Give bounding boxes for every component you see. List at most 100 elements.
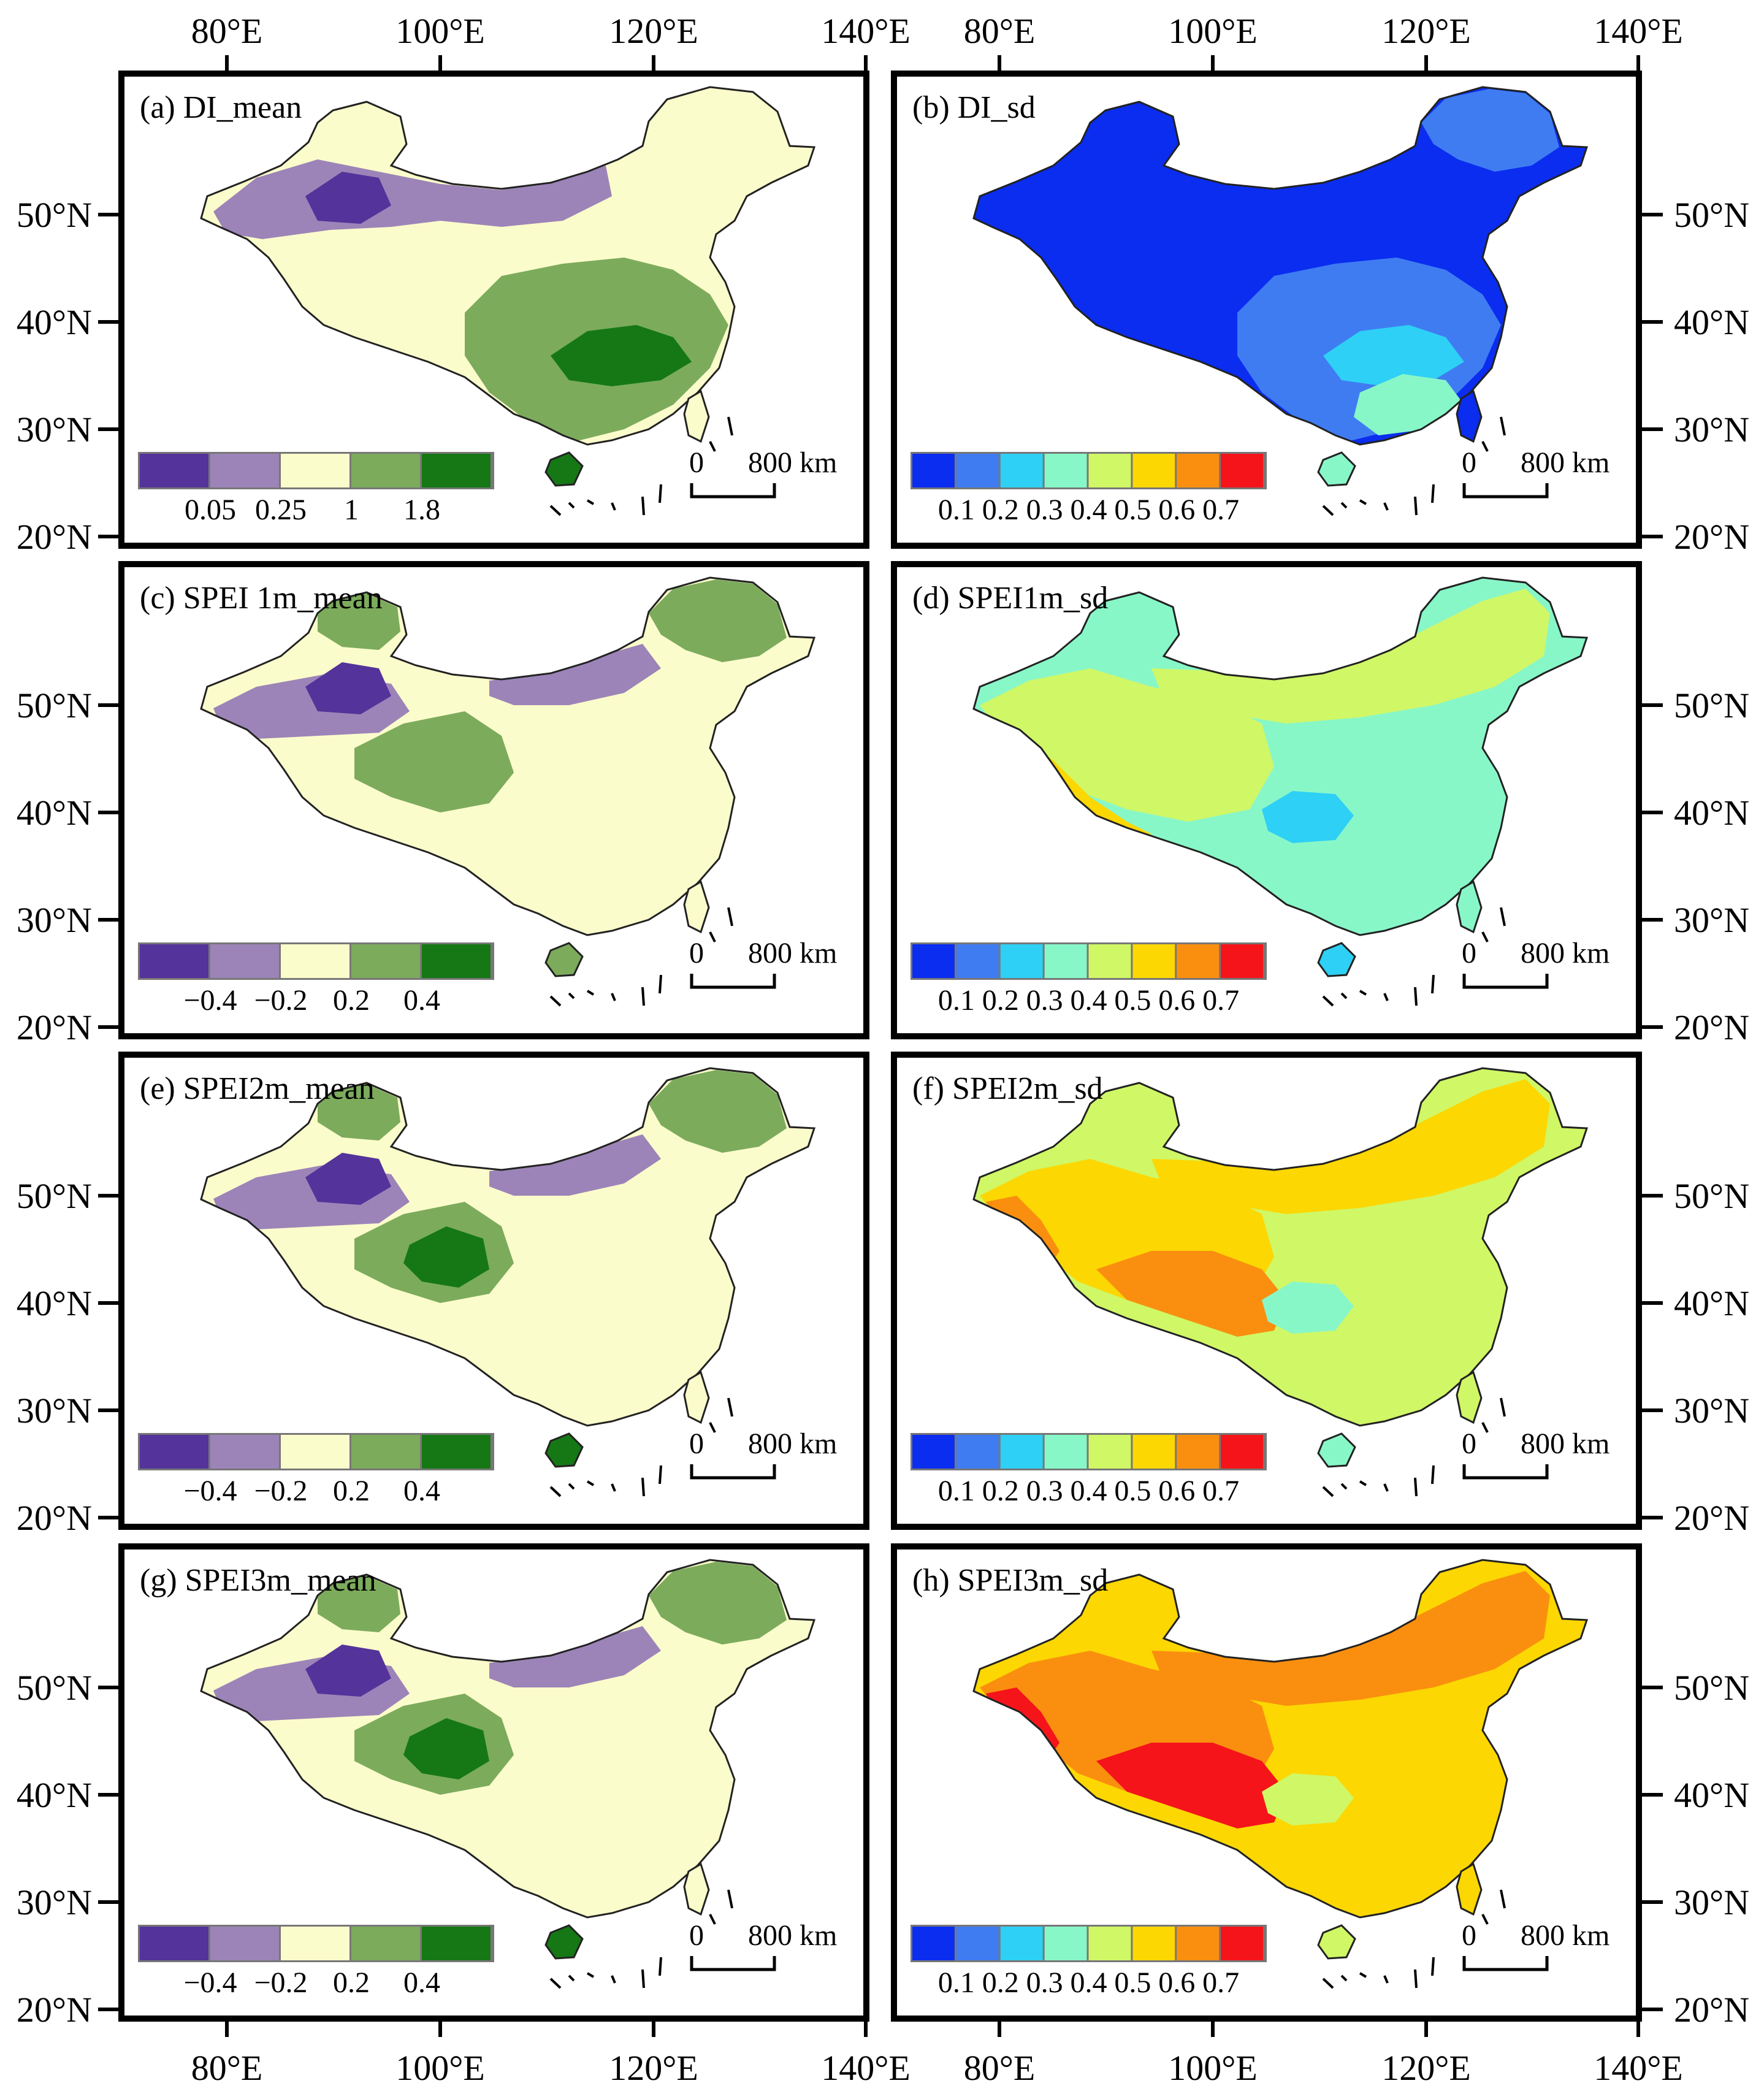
legend-swatch xyxy=(1044,1927,1087,1960)
legend-swatch xyxy=(422,454,491,487)
latitude-label-left: 50°N xyxy=(17,195,92,235)
scale-bar-zero: 0 xyxy=(689,446,704,479)
china-outline xyxy=(200,576,816,936)
latitude-label-left: 40°N xyxy=(17,1775,92,1815)
value-zones xyxy=(213,1070,787,1303)
legend-swatch xyxy=(140,454,208,487)
island-dash xyxy=(1359,1972,1367,1978)
legend-swatch xyxy=(1000,1927,1043,1960)
island-dash xyxy=(1481,931,1489,942)
zone-tarim-basin-core xyxy=(305,1645,391,1697)
china-outline xyxy=(972,1067,1589,1427)
china-outline xyxy=(200,86,816,446)
legend-swatch xyxy=(1132,1927,1175,1960)
scale-bar-line xyxy=(690,974,776,989)
legend-label: 0.4 xyxy=(1071,494,1107,526)
latitude-label-right: 20°N xyxy=(1674,517,1749,557)
scale-bar: 0 800 km xyxy=(689,446,837,499)
island-dash xyxy=(1383,1975,1389,1984)
island-dash xyxy=(1322,995,1334,1007)
island-dash xyxy=(641,987,645,1006)
legend-swatch xyxy=(281,1927,349,1960)
south-china-sea-islands xyxy=(1322,416,1506,516)
island-dash xyxy=(549,505,562,516)
zone-north-east xyxy=(649,1562,787,1645)
island-dash xyxy=(1481,1914,1489,1925)
scale-bar-distance: 800 km xyxy=(1521,937,1609,969)
legend-swatch xyxy=(1132,1435,1175,1469)
value-zones xyxy=(213,159,728,441)
color-legend: 0.05 0.25 1 1.8 xyxy=(138,452,494,526)
legend-swatch xyxy=(1044,1435,1087,1469)
zone-north-east xyxy=(649,1070,787,1153)
latitude-label-right: 40°N xyxy=(1674,1775,1749,1815)
island-dash xyxy=(1414,1969,1418,1989)
latitude-label-left: 50°N xyxy=(17,1668,92,1708)
scale-bar: 0 800 km xyxy=(1462,937,1609,989)
island-dash xyxy=(1383,1483,1389,1492)
latitude-label-right: 20°N xyxy=(1674,1498,1749,1538)
legend-swatch xyxy=(281,944,349,978)
scale-bar-zero: 0 xyxy=(1462,1919,1476,1952)
color-legend: 0.1 0.2 0.3 0.4 0.5 0.6 0.7 xyxy=(911,942,1267,1017)
scale-bar-zero: 0 xyxy=(689,1919,704,1952)
color-legend: 0.1 0.2 0.3 0.4 0.5 0.6 0.7 xyxy=(911,452,1267,526)
island-dash xyxy=(586,990,595,996)
map-panel-g: 0 800 km −0.4 −0.2 0.2 0.4 (g) SPEI3m_mean xyxy=(118,1543,869,2022)
zone-altai xyxy=(318,594,400,650)
legend-swatch xyxy=(1088,944,1131,978)
latitude-label-left: 40°N xyxy=(17,302,92,342)
island-dash xyxy=(586,1480,595,1486)
island-dash xyxy=(1500,907,1506,927)
scale-bar: 0 800 km xyxy=(1462,1919,1609,1971)
latitude-label-left: 40°N xyxy=(17,1283,92,1323)
island-dash xyxy=(586,1972,595,1978)
zone-north xyxy=(1151,1571,1550,1706)
island-dash xyxy=(611,1975,616,1984)
panel-frame xyxy=(118,1052,869,1530)
latitude-label-left: 50°N xyxy=(17,686,92,725)
legend-label: −0.2 xyxy=(254,1475,307,1507)
color-legend: −0.4 −0.2 0.2 0.4 xyxy=(138,942,494,1017)
taiwan-island xyxy=(1456,1370,1483,1424)
china-outline xyxy=(200,1559,816,1919)
longitude-label-bottom: 120°E xyxy=(1381,2048,1471,2088)
longitude-label-top: 100°E xyxy=(395,11,485,51)
latitude-label-right: 40°N xyxy=(1674,793,1749,833)
legend-label: 0.05 xyxy=(185,494,236,526)
zone-south-east-core xyxy=(551,325,692,386)
taiwan-island xyxy=(683,1862,710,1916)
island-dash xyxy=(549,1977,562,1989)
legend-label: 0.2 xyxy=(982,1966,1019,1999)
island-dash xyxy=(1383,993,1389,1001)
island-dash xyxy=(659,974,662,994)
island-dash xyxy=(1431,1957,1435,1976)
legend-label: 0.2 xyxy=(333,1966,370,1999)
scale-bar-line xyxy=(1462,1464,1549,1480)
legend-swatch xyxy=(351,944,420,978)
panel-title: (c) SPEI 1m_mean xyxy=(140,581,383,616)
axis-labels: 80°E 100°E 120°E 140°E 80°E 100°E 120°E 140°E 80… xyxy=(17,11,1749,2088)
scale-bar-distance: 800 km xyxy=(1521,1427,1609,1460)
island-dash xyxy=(568,992,575,999)
legend-swatch xyxy=(210,1927,279,1960)
value-zones xyxy=(213,1562,787,1795)
zone-north xyxy=(1151,589,1550,724)
scale-bar: 0 800 km xyxy=(1462,1427,1609,1480)
legend-swatch xyxy=(422,1927,491,1960)
latitude-label-left: 20°N xyxy=(17,1007,92,1047)
legend-label: 0.3 xyxy=(1026,1475,1063,1507)
island-dash xyxy=(1340,1483,1348,1490)
legend-label: 0.4 xyxy=(403,1475,440,1507)
taiwan-island xyxy=(1456,1862,1483,1916)
panel-frame xyxy=(891,71,1642,549)
taiwan-island xyxy=(683,880,710,934)
latitude-label-right: 40°N xyxy=(1674,302,1749,342)
value-zones xyxy=(1237,89,1559,441)
hainan-island xyxy=(1317,1432,1356,1468)
scale-bar-distance: 800 km xyxy=(748,937,837,969)
taiwan-island xyxy=(683,1370,710,1424)
map-panel-a: 0 800 km 0.05 0.25 1 1.8 (a) DI_mean xyxy=(118,71,869,549)
latitude-label-right: 50°N xyxy=(1674,1668,1749,1708)
